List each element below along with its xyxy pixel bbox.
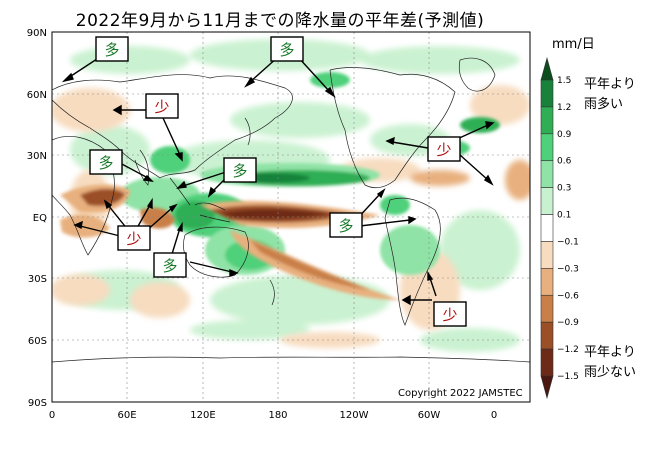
svg-text:多: 多 (232, 162, 247, 180)
wet-marker: 多 (89, 149, 123, 175)
dry-legend-line1: 平年より (584, 345, 636, 360)
annotation-boxes: 多 多 少 多 多 少 少 多 (89, 36, 467, 327)
lat-label: 90N (27, 28, 47, 39)
colorbar-segment (540, 348, 554, 377)
colorbar-segment (540, 160, 554, 188)
colorbar-segment (540, 241, 554, 269)
svg-text:少: 少 (126, 230, 141, 248)
colorbar-segment (540, 133, 554, 162)
lon-label: 120W (340, 410, 369, 421)
colorbar-tick-label: −0.1 (557, 237, 579, 247)
colorbar-segment (540, 106, 554, 135)
colorbar-tick-label: 0.1 (557, 211, 571, 221)
lat-label: 30S (28, 274, 47, 285)
dry-legend-line2: 雨少ない (584, 365, 636, 380)
colorbar-tick-label: 0.9 (557, 130, 572, 140)
svg-text:多: 多 (162, 257, 177, 275)
colorbar-segment (540, 79, 554, 108)
lat-label: 60S (28, 336, 47, 347)
wet-legend-line1: 平年より (584, 77, 636, 92)
colorbar-segment (540, 56, 554, 81)
coastlines (52, 57, 530, 363)
lon-label: 60W (418, 410, 441, 421)
wet-marker: 多 (223, 157, 257, 183)
lat-label: 60N (27, 90, 47, 101)
lon-label: 180 (268, 410, 287, 421)
colorbar-unit: mm/日 (552, 37, 595, 52)
copyright-text: Copyright 2022 JAMSTEC (398, 388, 523, 399)
lon-axis: 0 60E 120E 180 120W 60W 0 (49, 410, 497, 421)
wet-marker: 多 (153, 252, 187, 278)
colorbar-segment (540, 375, 554, 400)
colorbar-segment (540, 268, 554, 296)
wet-marker: 多 (270, 36, 304, 62)
lon-label: 60E (117, 410, 136, 421)
colorbar-tick-label: 1.5 (557, 76, 571, 86)
svg-text:少: 少 (436, 141, 451, 159)
lat-label: EQ (33, 213, 47, 224)
lat-label: 90S (28, 398, 47, 409)
colorbar-tick-label: −0.9 (557, 318, 579, 328)
lon-label: 120E (190, 410, 215, 421)
svg-text:多: 多 (104, 41, 119, 59)
colorbar-tick-label: 0.6 (557, 157, 572, 167)
colorbar-segment (540, 214, 554, 242)
lon-label: 0 (491, 410, 497, 421)
lat-axis: 90N 60N 30N EQ 30S 60S 90S (27, 28, 47, 409)
colorbar-segment (540, 321, 554, 350)
colorbar-segment (540, 294, 554, 323)
colorbar-tick-label: 1.2 (557, 103, 571, 113)
colorbar-tick-label: −0.6 (557, 291, 579, 301)
svg-text:少: 少 (154, 98, 169, 116)
dry-marker: 少 (433, 301, 467, 327)
wet-marker: 多 (95, 36, 129, 62)
colorbar-tick-label: −1.5 (557, 372, 579, 382)
svg-text:多: 多 (98, 154, 113, 172)
svg-text:少: 少 (442, 306, 457, 324)
colorbar-tick-label: −1.2 (557, 345, 579, 355)
svg-text:多: 多 (279, 41, 294, 59)
dry-marker: 少 (145, 93, 179, 119)
colorbar-tick-label: 0.3 (557, 184, 571, 194)
colorbar: 1.5 1.2 0.9 0.6 0.3 0.1 −0.1 −0.3 −0.6 −0.9 −1.2 −1… (540, 56, 579, 400)
chart-title: 2022年9月から11月までの降水量の平年差(予測値) (75, 11, 485, 31)
map-frame (51, 31, 531, 403)
wet-marker: 多 (329, 212, 363, 238)
dry-marker: 少 (117, 225, 151, 251)
wet-legend-line2: 雨多い (584, 96, 623, 112)
lat-label: 30N (27, 151, 47, 162)
svg-text:多: 多 (338, 217, 353, 235)
colorbar-tick-label: −0.3 (557, 264, 579, 274)
dry-marker: 少 (427, 136, 461, 162)
lon-label: 0 (49, 410, 55, 421)
colorbar-segment (540, 187, 554, 215)
